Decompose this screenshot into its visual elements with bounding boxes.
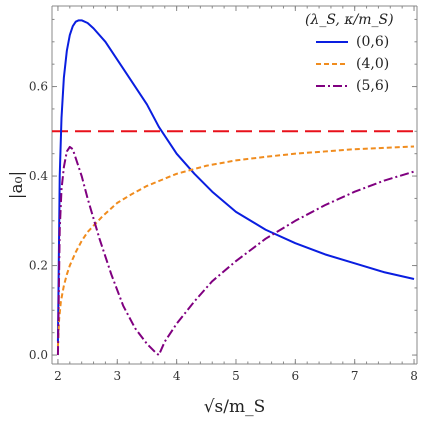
series-line-2 <box>56 145 415 357</box>
x-tick-label: 7 <box>351 369 359 383</box>
y-tick-label: 0.4 <box>29 169 48 183</box>
legend-entry-2: (5,6) <box>356 78 389 94</box>
x-tick-label: 3 <box>113 369 121 383</box>
y-tick-label: 0.2 <box>29 259 48 273</box>
x-tick-label: 2 <box>54 369 62 383</box>
legend: (λ_S, κ/m_S) (0,6) (4,0) (5,6) <box>305 12 394 94</box>
x-tick-label: 6 <box>292 369 300 383</box>
y-tick-label: 0.6 <box>29 80 48 94</box>
x-axis-label: √s/m_S <box>204 397 266 417</box>
plot-area <box>52 19 417 357</box>
legend-entry-1: (4,0) <box>356 56 389 72</box>
axes: 2 3 4 5 6 7 8 0.0 0.2 0.4 0.6 <box>29 5 418 383</box>
series-line-0 <box>56 19 415 342</box>
x-tick-label: 8 <box>410 369 418 383</box>
y-axis-label: |a₀| <box>7 171 27 199</box>
series-line-1 <box>56 145 415 347</box>
legend-entry-0: (0,6) <box>356 34 389 50</box>
x-tick-label: 5 <box>232 369 240 383</box>
y-tick-label: 0.0 <box>29 348 48 362</box>
axis-labels: √s/m_S |a₀| <box>7 171 265 417</box>
x-tick-label: 4 <box>173 369 181 383</box>
legend-title: (λ_S, κ/m_S) <box>305 12 394 28</box>
